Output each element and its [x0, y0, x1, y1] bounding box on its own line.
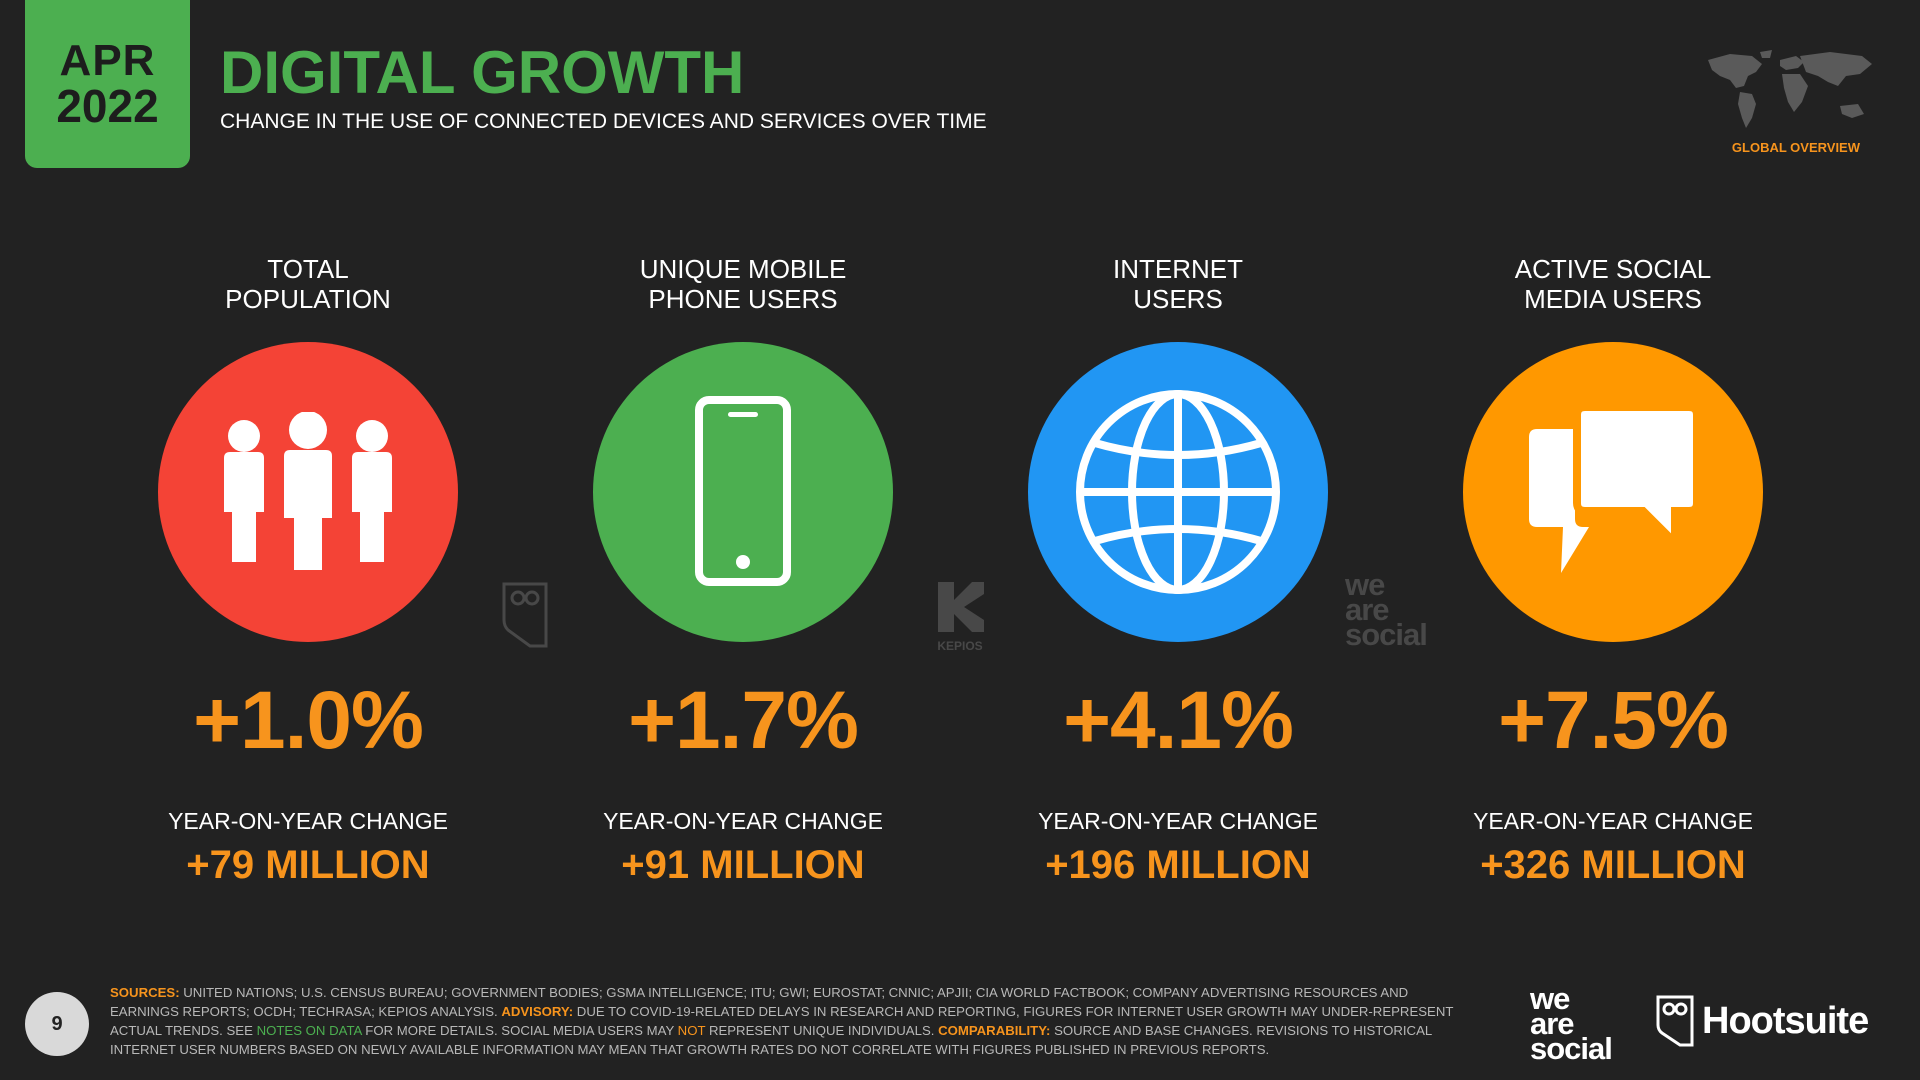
date-badge: APR 2022: [25, 0, 190, 168]
hootsuite-owl-icon: [1656, 995, 1694, 1047]
page-title: DIGITAL GROWTH: [220, 39, 745, 106]
metric-label: ACTIVE SOCIAL MEDIA USERS: [1443, 254, 1783, 316]
metric-label: UNIQUE MOBILE PHONE USERS: [573, 254, 913, 316]
comparability-key: COMPARABILITY:: [938, 1023, 1051, 1038]
sources-text: UNITED NATIONS; U.S. CENSUS BUREAU; GOVE…: [110, 985, 1409, 1019]
metric-percent-change: +4.1%: [1063, 675, 1294, 766]
metric-label-line1: UNIQUE MOBILE: [639, 254, 847, 284]
watermark-word: we: [1345, 567, 1385, 602]
logo-word: social: [1530, 1031, 1613, 1066]
metric-percent-change: +7.5%: [1498, 675, 1729, 766]
page-number: 9: [25, 992, 89, 1056]
metric-percent-change: +1.7%: [628, 675, 859, 766]
people-icon: [224, 412, 392, 570]
date-badge-year: 2022: [56, 80, 159, 132]
mobile-phone-icon: [695, 396, 791, 586]
metric-total-population: TOTAL POPULATION +1.0% YEAR-ON-YEAR CHAN…: [98, 254, 518, 888]
chat-bubbles-icon: [1529, 407, 1701, 573]
metric-circle: [158, 342, 458, 642]
logo-word: are: [1530, 1006, 1575, 1041]
hootsuite-owl-watermark-icon: [502, 582, 548, 648]
metric-yoy-label: YEAR-ON-YEAR CHANGE: [1038, 808, 1318, 834]
metric-label-line1: ACTIVE SOCIAL: [1514, 254, 1712, 284]
advisory-text: DUE TO COVID-19-RELATED DELAYS IN RESEAR…: [110, 1004, 1454, 1038]
date-badge-month: APR: [59, 36, 156, 85]
kepios-watermark: KEPIOS: [932, 580, 988, 653]
metric-social-media-users: ACTIVE SOCIAL MEDIA USERS +7.5% YEAR-ON-…: [1403, 254, 1823, 888]
metric-circle: [1463, 342, 1763, 642]
we-are-social-watermark: we are social: [1345, 567, 1428, 652]
not-word: NOT: [677, 1023, 706, 1038]
metric-label-line2: MEDIA USERS: [1524, 284, 1702, 314]
metric-absolute-change: +326 MILLION: [1480, 843, 1746, 887]
sources-key: SOURCES:: [110, 985, 180, 1000]
sources-footnote: SOURCES: UNITED NATIONS; U.S. CENSUS BUR…: [110, 983, 1460, 1059]
metric-circle: [593, 342, 893, 642]
comparability-text: SOURCE AND BASE CHANGES. REVISIONS TO HI…: [110, 1023, 1432, 1057]
metric-label-line1: INTERNET: [1113, 254, 1243, 284]
world-map-icon: [1708, 50, 1872, 128]
kepios-logo-icon: [938, 582, 984, 632]
hootsuite-logo-text: Hootsuite: [1702, 999, 1869, 1042]
advisory-key: ADVISORY:: [501, 1004, 574, 1019]
logo-word: we: [1530, 981, 1570, 1016]
metric-label-line2: USERS: [1133, 284, 1223, 314]
metric-absolute-change: +91 MILLION: [621, 843, 865, 887]
metric-yoy-label: YEAR-ON-YEAR CHANGE: [1473, 808, 1753, 834]
we-are-social-logo: we are social: [1530, 981, 1613, 1066]
metric-internet-users: INTERNET USERS +4.1% YEAR-ON-YEAR CHANGE…: [968, 254, 1388, 888]
notes-on-data-link[interactable]: NOTES ON DATA: [256, 1023, 362, 1038]
watermark-word: social: [1345, 617, 1428, 652]
metric-absolute-change: +196 MILLION: [1045, 843, 1311, 887]
metric-yoy-label: YEAR-ON-YEAR CHANGE: [168, 808, 448, 834]
metric-label-line2: PHONE USERS: [648, 284, 838, 314]
metric-label-line1: TOTAL: [267, 254, 349, 284]
hootsuite-logo: Hootsuite: [1656, 995, 1869, 1047]
metric-yoy-label: YEAR-ON-YEAR CHANGE: [603, 808, 883, 834]
metric-label: TOTAL POPULATION: [138, 254, 478, 316]
metric-percent-change: +1.0%: [193, 675, 424, 766]
advisory-text: REPRESENT UNIQUE INDIVIDUALS.: [705, 1023, 939, 1038]
watermark-word: are: [1345, 592, 1390, 627]
metric-label-line2: POPULATION: [225, 284, 391, 314]
global-overview-label: GLOBAL OVERVIEW: [1731, 140, 1860, 155]
metric-absolute-change: +79 MILLION: [186, 843, 430, 887]
page-subtitle: CHANGE IN THE USE OF CONNECTED DEVICES A…: [220, 110, 987, 133]
advisory-text: FOR MORE DETAILS. SOCIAL MEDIA USERS MAY: [361, 1023, 678, 1038]
kepios-watermark-text: KEPIOS: [937, 639, 983, 653]
metric-label: INTERNET USERS: [1008, 254, 1348, 316]
metric-circle: [1028, 342, 1328, 642]
globe-icon: [1076, 390, 1280, 594]
metric-mobile-users: UNIQUE MOBILE PHONE USERS +1.7% YEAR-ON-…: [533, 254, 953, 888]
